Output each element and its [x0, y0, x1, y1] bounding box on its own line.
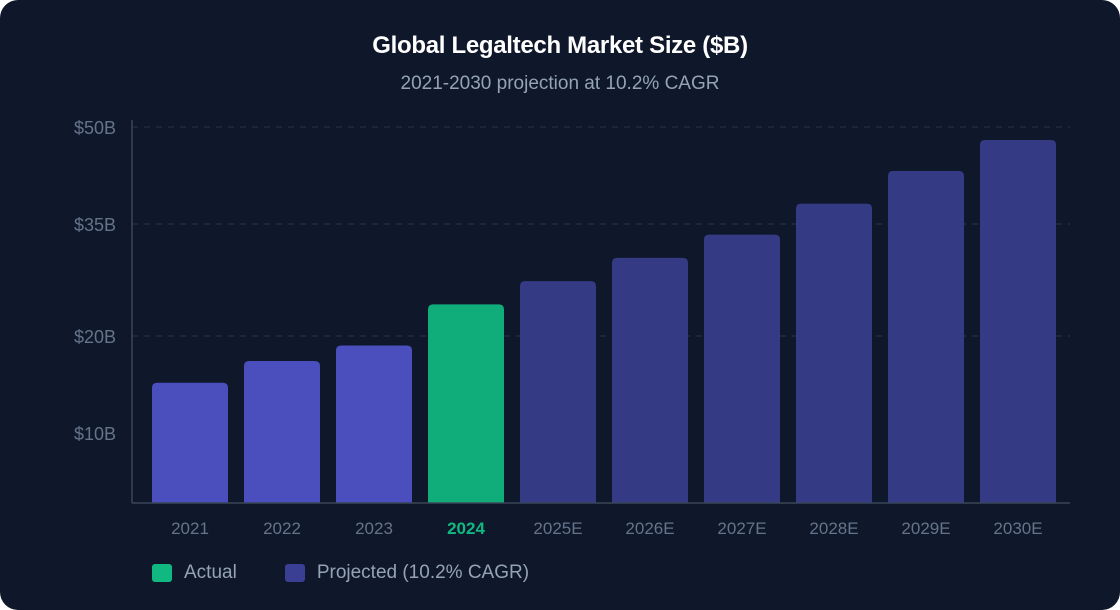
x-tick-label: 2030E [993, 519, 1042, 538]
bar-2030e [980, 140, 1056, 503]
bar-2025e [520, 281, 596, 503]
bar-2028e [796, 203, 872, 503]
y-tick-label: $10B [74, 424, 116, 444]
chart-title: Global Legaltech Market Size ($B) [372, 32, 748, 59]
legend: Actual Projected (10.2% CAGR) [152, 562, 577, 584]
legend-label-projected: Projected (10.2% CAGR) [316, 562, 530, 583]
chart-subtitle: 2021-2030 projection at 10.2% CAGR [400, 73, 720, 94]
x-tick-label: 2024 [447, 519, 485, 538]
y-tick-label: $35B [74, 215, 116, 235]
legend-item-projected: Projected (10.2% CAGR) [284, 562, 530, 584]
legend-swatch-projected [284, 564, 305, 582]
x-tick-label: 2022 [263, 519, 301, 538]
x-tick-label: 2025E [533, 519, 582, 538]
legend-item-actual: Actual [152, 562, 237, 584]
legend-label-actual: Actual [184, 562, 237, 583]
bar-2027e [704, 234, 780, 503]
x-tick-label: 2021 [171, 519, 209, 538]
x-tick-label: 2029E [901, 519, 950, 538]
bar-2024 [428, 304, 504, 503]
y-tick-label: $20B [74, 327, 116, 347]
bar-2023 [336, 345, 412, 503]
legend-swatch-actual [152, 564, 172, 582]
bar-2029e [888, 171, 964, 503]
x-tick-label: 2023 [355, 519, 393, 538]
x-tick-label: 2026E [625, 519, 674, 538]
y-tick-label: $50B [74, 118, 116, 138]
x-tick-label: 2027E [717, 519, 766, 538]
bar-2022 [244, 361, 320, 503]
bar-2021 [152, 382, 228, 503]
bar-2026e [612, 257, 688, 503]
x-tick-label: 2028E [809, 519, 858, 538]
